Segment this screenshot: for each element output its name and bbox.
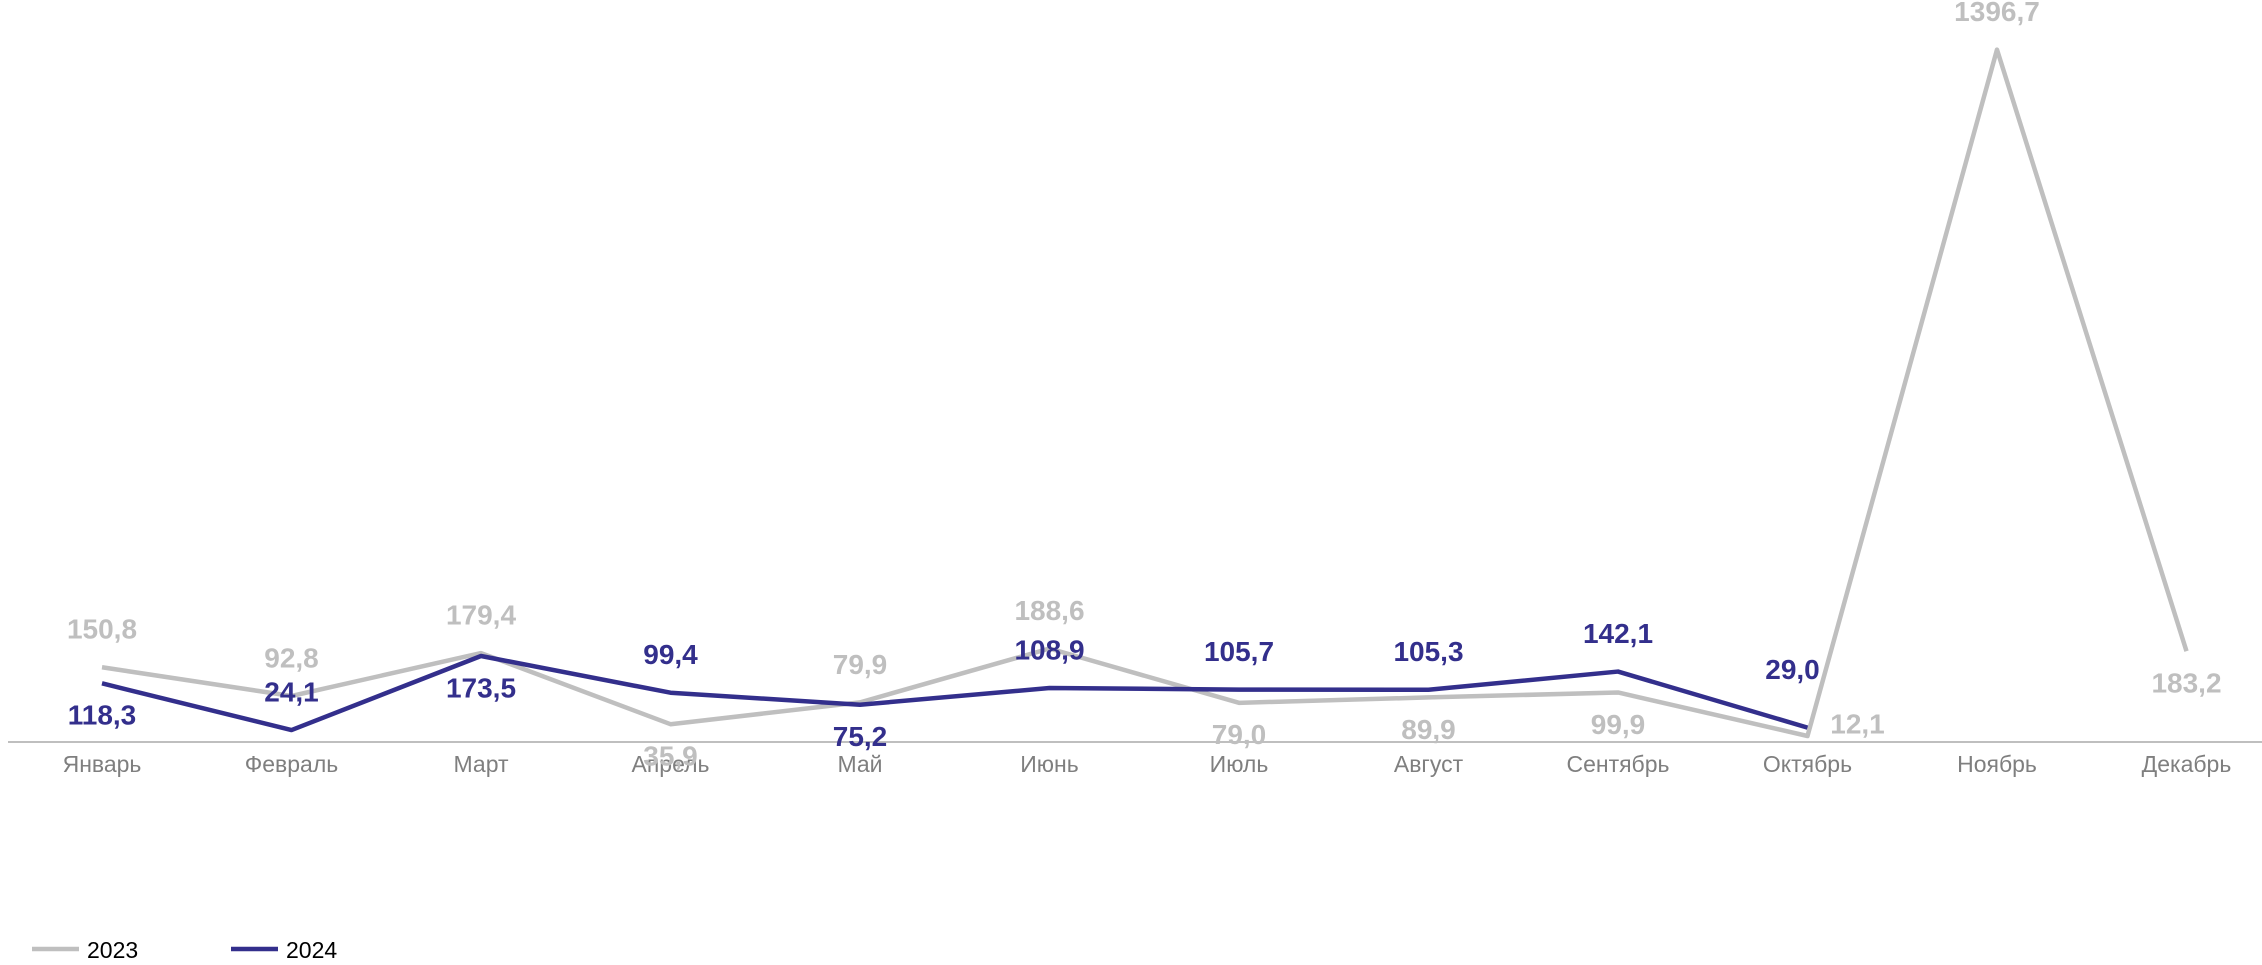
legend-label: 2023: [87, 937, 138, 963]
x-tick-label: Август: [1394, 751, 1464, 777]
x-tick-label: Июнь: [1020, 751, 1078, 777]
data-label: 99,9: [1591, 709, 1646, 740]
series-line: [101, 47, 2189, 739]
data-label: 105,3: [1393, 636, 1463, 667]
x-tick-label: Март: [453, 751, 508, 777]
x-tick-label: Декабрь: [2142, 751, 2232, 777]
data-label: 1396,7: [1954, 0, 2040, 27]
data-label: 188,6: [1014, 595, 1084, 626]
data-label: 75,2: [833, 721, 888, 752]
data-label: 35,9: [643, 741, 698, 772]
data-label: 179,4: [446, 599, 516, 630]
data-label: 105,7: [1204, 636, 1274, 667]
x-tick-label: Октябрь: [1763, 751, 1852, 777]
x-tick-label: Май: [837, 751, 882, 777]
x-tick-label: Сентябрь: [1566, 751, 1669, 777]
data-label: 79,0: [1212, 719, 1267, 750]
data-label: 108,9: [1014, 634, 1084, 665]
data-label: 89,9: [1401, 714, 1456, 745]
x-tick-label: Февраль: [245, 751, 338, 777]
data-label: 29,0: [1765, 654, 1820, 685]
data-label: 142,1: [1583, 618, 1653, 649]
data-label: 118,3: [68, 700, 137, 731]
x-tick-label: Январь: [63, 751, 142, 777]
x-tick-label: Июль: [1210, 751, 1269, 777]
legend-label: 2024: [286, 937, 337, 963]
data-label: 24,1: [264, 676, 319, 707]
x-tick-label: Ноябрь: [1957, 751, 2037, 777]
data-label: 12,1: [1830, 708, 1885, 739]
data-label: 173,5: [446, 672, 516, 703]
data-label: 99,4: [643, 639, 698, 670]
data-label: 92,8: [264, 642, 319, 673]
x-tick-label: Апрель: [631, 751, 709, 777]
data-label: 79,9: [833, 649, 888, 680]
data-label: 150,8: [67, 614, 137, 645]
series-line: [101, 653, 1809, 733]
data-label: 183,2: [2151, 668, 2221, 699]
